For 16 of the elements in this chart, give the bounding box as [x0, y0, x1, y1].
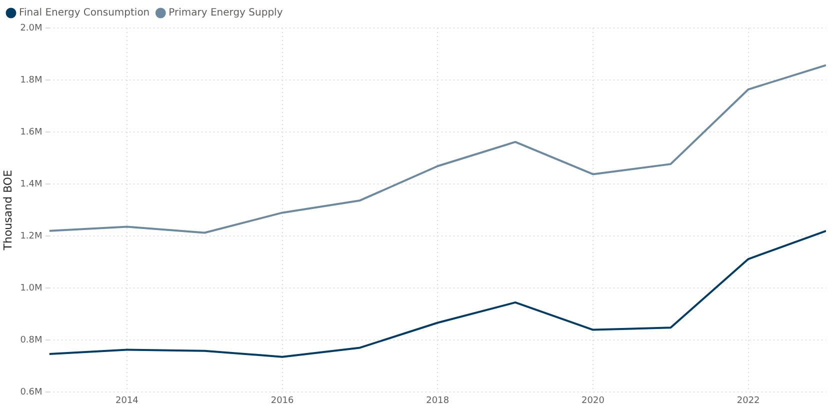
y-tick-label: 2.0M	[20, 23, 42, 34]
x-tick-label: 2020	[582, 396, 605, 406]
y-tick-label: 0.8M	[20, 336, 42, 346]
y-tick-label: 1.0M	[20, 283, 42, 294]
y-tick-label: 1.2M	[20, 231, 42, 242]
y-tick-label: 0.6M	[20, 388, 42, 398]
legend-label: Primary Energy Supply	[168, 8, 283, 19]
x-tick-label: 2016	[270, 396, 294, 406]
x-tick-label: 2018	[426, 396, 450, 406]
y-tick-label: 1.6M	[20, 127, 42, 138]
y-tick-label: 1.4M	[20, 179, 42, 190]
y-axis-title: Thousand BOE	[1, 170, 14, 252]
x-tick-label: 2014	[115, 396, 139, 406]
y-tick-label: 1.8M	[20, 75, 42, 86]
x-tick-label: 2022	[736, 396, 760, 406]
legend-label: Final Energy Consumption	[19, 8, 150, 19]
